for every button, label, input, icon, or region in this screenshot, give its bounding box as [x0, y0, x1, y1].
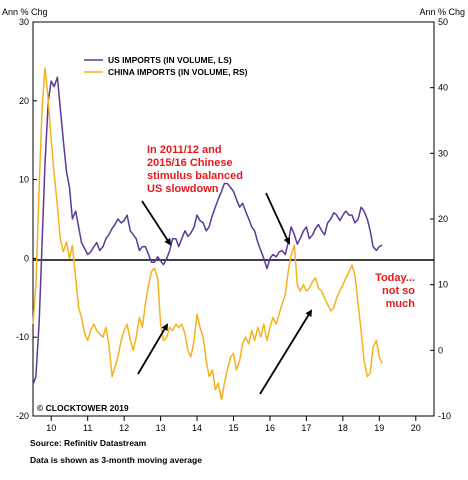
series-china-imports-line	[32, 67, 383, 401]
x-tick-label: 17	[301, 423, 311, 433]
left-axis-title: Ann % Chg	[2, 7, 48, 17]
annotation-stimulus-line-3: stimulus balanced	[147, 170, 243, 182]
left-axis: -20 -10 0 10 20 30	[16, 17, 37, 421]
x-tick-label: 14	[192, 423, 202, 433]
left-tick-label: 0	[24, 253, 29, 263]
x-tick-label: 12	[119, 423, 129, 433]
x-axis: 10 11 12 13 14 15 16 17 18 19 20	[46, 416, 421, 433]
annotation-stimulus: In 2011/12 and 2015/16 Chinese stimulus …	[147, 144, 243, 195]
right-tick-label: 20	[438, 214, 448, 224]
legend: US IMPORTS (IN VOLUME, LS) CHINA IMPORTS…	[84, 55, 248, 77]
x-tick-label: 16	[265, 423, 275, 433]
x-tick-label: 13	[156, 423, 166, 433]
x-tick-label: 18	[338, 423, 348, 433]
right-tick-label: 0	[438, 345, 443, 355]
annotation-stimulus-line-1: In 2011/12 and	[147, 144, 222, 156]
left-tick-label: 10	[19, 175, 29, 185]
annotation-today: Today... not so much	[375, 272, 415, 310]
arrow-down-2015	[265, 192, 291, 245]
right-tick-label: 10	[438, 280, 448, 290]
series-us-imports-line	[32, 76, 383, 385]
annotation-arrows	[137, 192, 313, 395]
right-axis-title: Ann % Chg	[419, 7, 465, 17]
arrow-down-2012	[141, 200, 172, 246]
series-layer	[32, 67, 383, 401]
annotation-today-line-2: not so	[382, 285, 415, 297]
arrow-up-2012	[137, 323, 169, 375]
right-tick-label: 30	[438, 148, 448, 158]
annotation-stimulus-line-4: US slowdown	[147, 183, 219, 195]
left-tick-label: 20	[19, 96, 29, 106]
annotation-today-line-3: much	[386, 298, 416, 310]
x-tick-label: 20	[411, 423, 421, 433]
right-tick-label: 40	[438, 83, 448, 93]
x-tick-label: 15	[228, 423, 238, 433]
footer-note: Data is shown as 3-month moving average	[30, 455, 202, 465]
legend-label-us: US IMPORTS (IN VOLUME, LS)	[108, 55, 232, 65]
right-tick-label: 50	[438, 17, 448, 27]
legend-label-china: CHINA IMPORTS (IN VOLUME, RS)	[108, 67, 248, 77]
footer-source: Source: Refinitiv Datastream	[30, 438, 147, 448]
right-tick-label: -10	[438, 411, 451, 421]
arrow-up-2016	[259, 309, 313, 395]
annotation-stimulus-line-2: 2015/16 Chinese	[147, 157, 233, 169]
x-tick-label: 19	[374, 423, 384, 433]
annotation-today-line-1: Today...	[375, 272, 415, 284]
copyright-label: © CLOCKTOWER 2019	[37, 403, 129, 413]
left-tick-label: -20	[16, 411, 29, 421]
left-tick-label: 30	[19, 17, 29, 27]
x-tick-label: 11	[83, 423, 92, 433]
x-tick-label: 10	[46, 423, 56, 433]
left-tick-label: -10	[16, 332, 29, 342]
right-axis: -10 0 10 20 30 40 50	[430, 17, 451, 421]
